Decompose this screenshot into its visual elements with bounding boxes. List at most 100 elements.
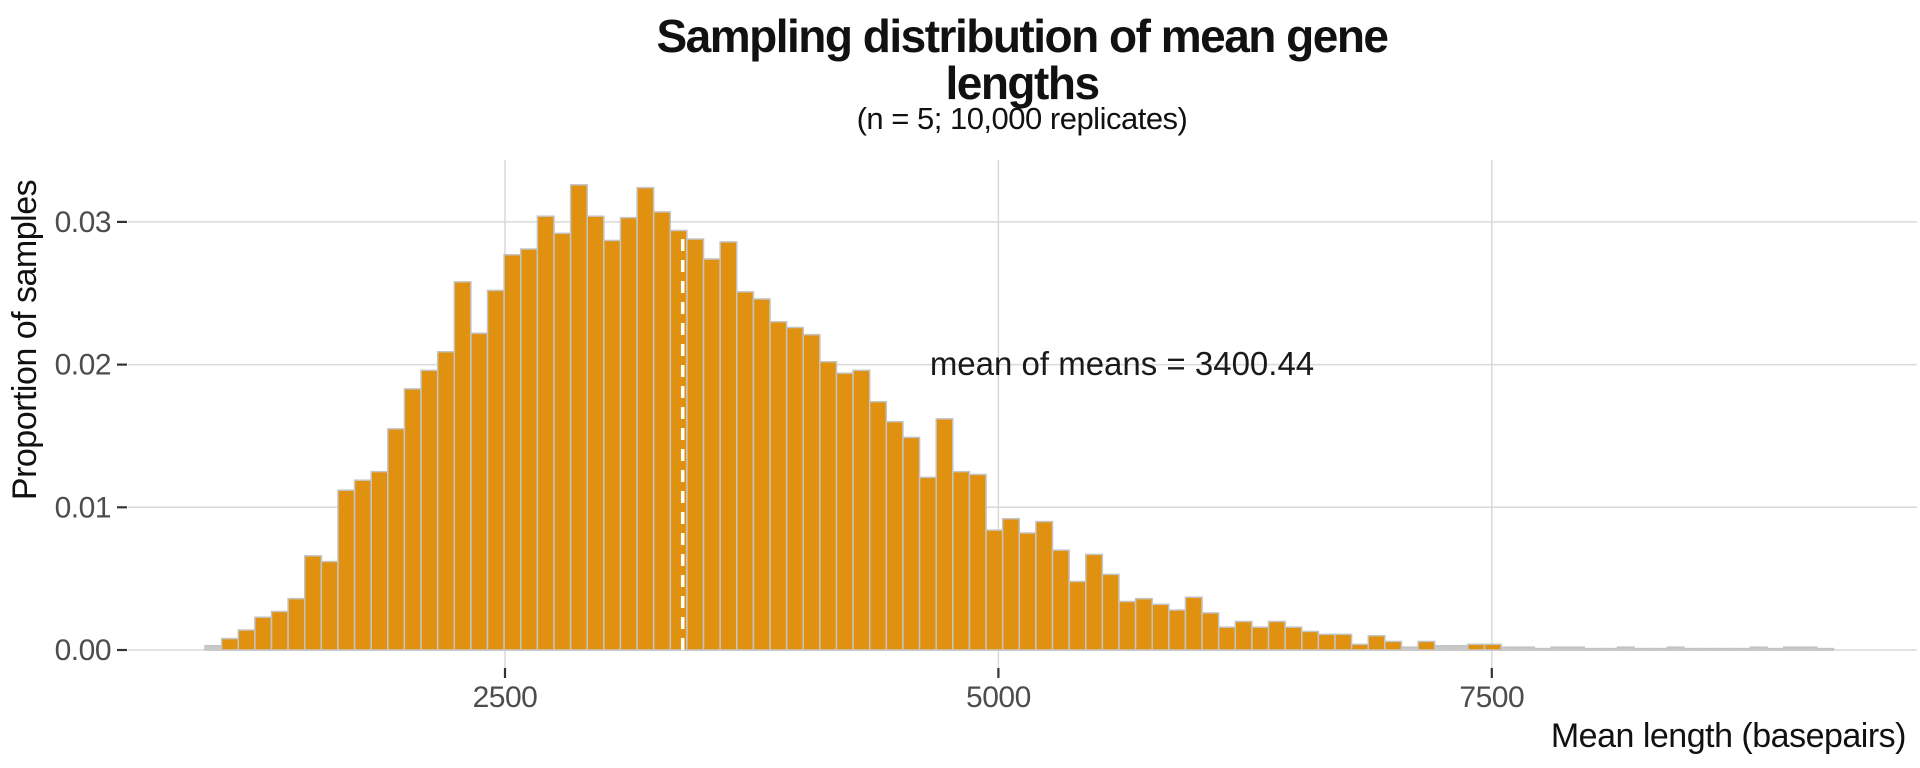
histogram-bar: [569, 184, 588, 651]
histogram-bar: [1433, 644, 1453, 651]
histogram-bar: [1284, 626, 1303, 651]
histogram-bar: [1550, 646, 1569, 651]
histogram-bar: [1733, 647, 1752, 651]
histogram-bar: [1068, 580, 1087, 651]
histogram-bar: [702, 258, 721, 651]
y-tick-label: 0.01: [55, 491, 111, 524]
histogram-bar: [619, 216, 638, 651]
histogram-bar: [1251, 626, 1270, 651]
histogram-bar: [1749, 646, 1768, 651]
histogram-bar: [1400, 646, 1419, 651]
histogram-bar: [669, 229, 688, 651]
histogram-bar: [1234, 620, 1253, 651]
histogram-bar: [819, 360, 838, 651]
histogram-bar: [254, 616, 273, 651]
histogram-bar: [1566, 646, 1586, 651]
histogram-bar: [1001, 517, 1021, 651]
histogram-bar: [1500, 646, 1519, 651]
histogram-bar: [636, 186, 655, 651]
histogram-bar: [1533, 647, 1552, 651]
histogram-bar: [1317, 633, 1336, 651]
histogram-bar: [1018, 532, 1037, 651]
histogram-bar: [1384, 640, 1403, 651]
histogram-bar: [802, 333, 821, 651]
histogram-bar: [1782, 646, 1802, 651]
histogram-bar: [1201, 612, 1220, 651]
histogram-bar: [1051, 549, 1070, 651]
histogram-bar: [1483, 643, 1502, 651]
histogram-bar: [320, 560, 339, 651]
histogram-bars: [204, 184, 1835, 651]
histogram-bar: [852, 369, 871, 651]
x-axis-tick-labels: 2500 5000 7500: [473, 681, 1525, 714]
histogram-bar: [1450, 644, 1469, 651]
histogram-bar: [785, 326, 805, 651]
y-tick-label: 0.03: [55, 206, 111, 239]
histogram-bar: [1766, 647, 1785, 651]
histogram-bar: [220, 637, 239, 651]
x-tick-label: 7500: [1459, 681, 1524, 714]
y-tick-label: 0.00: [55, 634, 111, 667]
histogram-bar: [835, 372, 854, 651]
histogram-bar: [436, 351, 456, 651]
histogram-bar: [1184, 596, 1203, 651]
histogram-bar: [1367, 634, 1386, 651]
histogram-bar: [1301, 630, 1320, 651]
histogram-bar: [403, 388, 422, 651]
histogram-bar: [935, 418, 954, 651]
histogram-bar: [968, 473, 987, 651]
histogram-bar: [868, 400, 888, 651]
histogram-bar: [1633, 647, 1652, 651]
histogram-bar: [1716, 647, 1735, 651]
y-axis-tick-labels: 0.00 0.01 0.02 0.03: [55, 206, 112, 667]
histogram-bar: [1517, 646, 1536, 651]
chart-subtitle: (n = 5; 10,000 replicates): [857, 101, 1188, 136]
histogram-bar: [1085, 553, 1104, 651]
histogram-bar: [453, 281, 472, 651]
histogram-bar: [1168, 609, 1187, 651]
histogram-bar: [1118, 600, 1137, 651]
histogram-bar: [719, 241, 738, 651]
histogram-bar: [237, 629, 256, 651]
histogram-bar: [1650, 647, 1669, 651]
histogram-bar: [652, 211, 672, 651]
histogram-bar: [370, 470, 389, 651]
histogram-bar: [1600, 647, 1619, 651]
histogram-bar: [1417, 640, 1436, 651]
histogram-bar: [387, 428, 406, 651]
histogram-bar: [952, 470, 971, 651]
histogram-bar: [1666, 646, 1685, 651]
axis-tick-marks: [117, 220, 1493, 678]
histogram-bar: [985, 529, 1004, 651]
chart-title-line-1: Sampling distribution of mean gene: [656, 10, 1388, 62]
histogram-bar: [536, 215, 555, 651]
histogram-bar: [1334, 633, 1353, 651]
histogram-bar: [420, 369, 439, 651]
histogram-bar: [736, 291, 755, 651]
histogram-bar: [519, 248, 539, 651]
histogram-bar: [1816, 647, 1835, 651]
chart-title-line-2: lengths: [945, 57, 1098, 109]
histogram-bar: [1267, 620, 1286, 651]
histogram-bar: [486, 289, 505, 651]
histogram-bar: [1035, 520, 1054, 651]
histogram-bar: [503, 253, 522, 651]
histogram-bar: [1151, 603, 1170, 651]
histogram-bar: [1616, 646, 1635, 651]
histogram-bar: [902, 436, 921, 651]
histogram-bar: [1467, 643, 1486, 651]
histogram-bar: [769, 321, 788, 651]
histogram-bar: [353, 479, 372, 651]
histogram-bar: [1683, 647, 1702, 651]
x-axis-title: Mean length (basepairs): [1551, 717, 1906, 755]
histogram-bar: [553, 232, 572, 651]
histogram-bar: [1101, 573, 1120, 651]
histogram-bar: [586, 215, 605, 651]
histogram-bar: [1799, 646, 1818, 651]
histogram-bar: [1699, 647, 1718, 651]
histogram-bar: [1350, 643, 1370, 651]
histogram-bar: [287, 597, 306, 651]
x-tick-label: 5000: [966, 681, 1031, 714]
histogram-bar: [1134, 597, 1153, 651]
